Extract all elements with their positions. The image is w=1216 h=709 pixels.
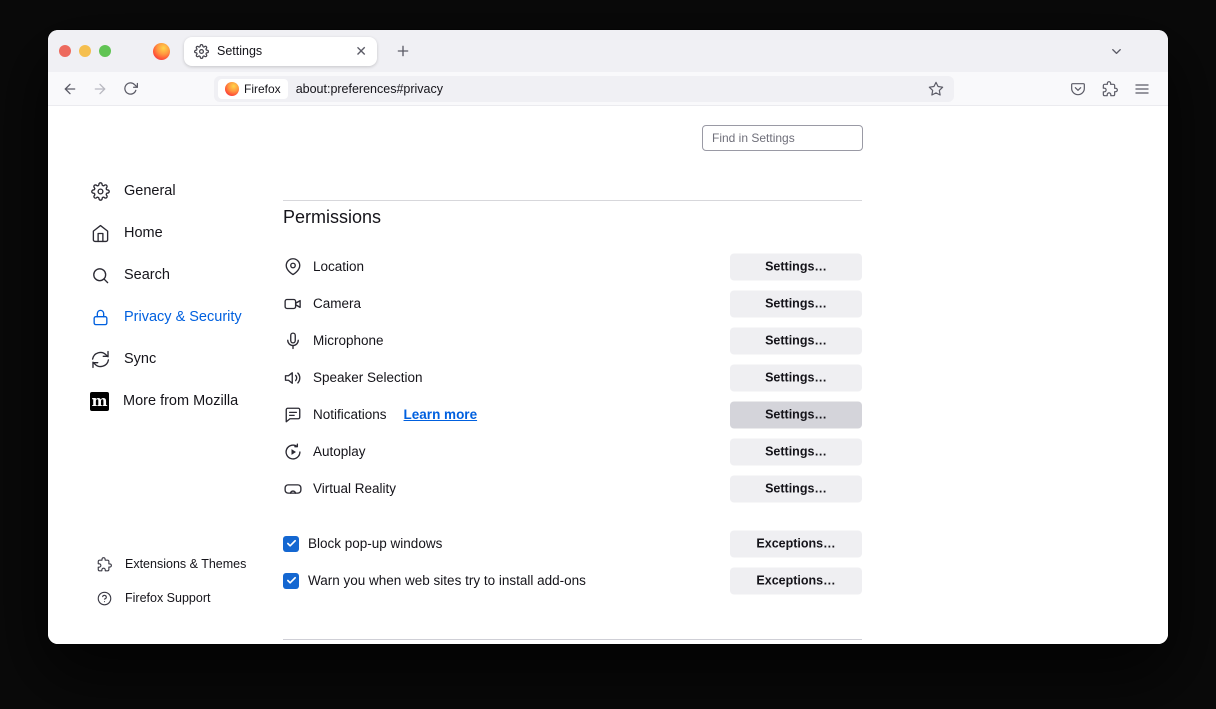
puzzle-icon (96, 556, 112, 572)
home-icon (90, 224, 110, 243)
forward-button[interactable] (88, 77, 112, 101)
learn-more-link[interactable]: Learn more (403, 407, 478, 422)
permissions-section: Permissions Location Settings… Camera Se… (283, 106, 862, 644)
traffic-lights (48, 45, 111, 57)
reload-button[interactable] (118, 77, 142, 101)
virtual-reality-settings-button[interactable]: Settings… (730, 475, 862, 502)
permission-row-notifications: Notifications Learn more Settings… (283, 396, 862, 433)
settings-sidebar: General Home Search Privacy & Security (90, 170, 242, 422)
section-title: Permissions (283, 207, 382, 227)
autoplay-settings-button[interactable]: Settings… (730, 438, 862, 465)
hamburger-menu-icon[interactable] (1130, 77, 1154, 101)
popup-exceptions-button[interactable]: Exceptions… (730, 530, 862, 557)
firefox-logo-icon (153, 42, 170, 60)
sidebar-item-search[interactable]: Search (90, 254, 242, 296)
autoplay-icon (283, 443, 303, 461)
permission-label: Speaker Selection (313, 370, 423, 385)
permission-row-virtual-reality: Virtual Reality Settings… (283, 470, 862, 507)
permission-row-microphone: Microphone Settings… (283, 322, 862, 359)
mozilla-m-icon: m (90, 391, 109, 411)
extensions-themes-link[interactable]: Extensions & Themes (96, 547, 246, 581)
new-tab-button[interactable] (395, 43, 411, 59)
magnifier-icon (90, 266, 110, 285)
find-in-settings-input[interactable] (702, 125, 863, 151)
addon-warning-row: Warn you when web sites try to install a… (283, 567, 862, 594)
lock-icon (90, 308, 110, 327)
camera-settings-button[interactable]: Settings… (730, 290, 862, 317)
sidebar-item-home[interactable]: Home (90, 212, 242, 254)
addon-exceptions-button[interactable]: Exceptions… (730, 567, 862, 594)
permission-label: Location (313, 259, 365, 274)
notifications-settings-button[interactable]: Settings… (730, 401, 862, 428)
tab-bar: Settings ✕ (48, 30, 1168, 72)
sidebar-item-label: Privacy & Security (124, 309, 242, 325)
bookmark-star-icon[interactable] (928, 81, 944, 97)
sync-icon (90, 350, 110, 369)
firefox-view-button[interactable] (153, 42, 170, 60)
site-identity-label: Firefox (244, 81, 281, 96)
back-button[interactable] (58, 77, 82, 101)
extensions-puzzle-icon[interactable] (1098, 77, 1122, 101)
sidebar-item-label: Search (124, 267, 170, 283)
minimize-window-button[interactable] (79, 45, 91, 57)
gear-icon (90, 181, 110, 201)
tab-close-icon[interactable]: ✕ (355, 43, 367, 59)
section-divider-top (283, 200, 862, 201)
section-divider-bottom (283, 639, 862, 640)
permission-label: Microphone (313, 333, 384, 348)
close-window-button[interactable] (59, 45, 71, 57)
sidebar-item-label: Home (124, 225, 163, 241)
pocket-icon[interactable] (1066, 77, 1090, 101)
url-bar[interactable]: Firefox about:preferences#privacy (214, 75, 954, 102)
firefox-logo-icon (225, 81, 239, 96)
permission-row-camera: Camera Settings… (283, 285, 862, 322)
popup-addon-options: Block pop-up windows Exceptions… Warn yo… (283, 530, 862, 594)
vr-headset-icon (283, 480, 303, 498)
block-popups-row: Block pop-up windows Exceptions… (283, 530, 862, 557)
firefox-window: Settings ✕ Firefox about:preferences#pri… (48, 30, 1168, 644)
block-popups-checkbox[interactable] (283, 535, 299, 552)
navigation-toolbar: Firefox about:preferences#privacy (48, 72, 1168, 106)
permission-row-autoplay: Autoplay Settings… (283, 433, 862, 470)
checkbox-label[interactable]: Warn you when web sites try to install a… (308, 573, 586, 588)
permission-row-speaker-selection: Speaker Selection Settings… (283, 359, 862, 396)
video-camera-icon (283, 295, 303, 313)
footer-link-label: Firefox Support (125, 591, 211, 605)
sidebar-item-label: Sync (124, 351, 157, 367)
site-identity-chip[interactable]: Firefox (218, 78, 288, 99)
addon-warning-checkbox[interactable] (283, 572, 299, 589)
tab-settings[interactable]: Settings ✕ (184, 36, 377, 66)
permission-row-location: Location Settings… (283, 248, 862, 285)
gear-icon (194, 43, 209, 59)
question-circle-icon (96, 591, 112, 606)
url-text: about:preferences#privacy (295, 81, 443, 96)
sidebar-item-sync[interactable]: Sync (90, 338, 242, 380)
checkbox-label[interactable]: Block pop-up windows (308, 536, 443, 551)
toolbar-right-icons (1066, 77, 1158, 101)
sidebar-item-privacy-security[interactable]: Privacy & Security (90, 296, 242, 338)
permission-label: Autoplay (313, 444, 366, 459)
sidebar-footer: Extensions & Themes Firefox Support (96, 547, 246, 615)
sidebar-item-general[interactable]: General (90, 170, 242, 212)
notification-bubble-icon (283, 406, 303, 424)
permission-list: Location Settings… Camera Settings… Micr… (283, 248, 862, 507)
sidebar-item-label: More from Mozilla (123, 393, 239, 409)
permission-label: Notifications (313, 407, 387, 422)
footer-link-label: Extensions & Themes (125, 557, 247, 571)
list-all-tabs-button[interactable] (1109, 44, 1124, 59)
permission-label: Virtual Reality (313, 481, 397, 496)
speaker-settings-button[interactable]: Settings… (730, 364, 862, 391)
permission-label: Camera (313, 296, 362, 311)
speaker-icon (283, 369, 303, 387)
location-pin-icon (283, 257, 303, 276)
settings-page: General Home Search Privacy & Security (48, 106, 1168, 644)
sidebar-item-more-from-mozilla[interactable]: m More from Mozilla (90, 380, 242, 422)
location-settings-button[interactable]: Settings… (730, 253, 862, 280)
microphone-icon (283, 331, 303, 350)
tab-title: Settings (217, 44, 263, 58)
sidebar-item-label: General (124, 183, 176, 199)
microphone-settings-button[interactable]: Settings… (730, 327, 862, 354)
firefox-support-link[interactable]: Firefox Support (96, 581, 246, 615)
zoom-window-button[interactable] (99, 45, 111, 57)
